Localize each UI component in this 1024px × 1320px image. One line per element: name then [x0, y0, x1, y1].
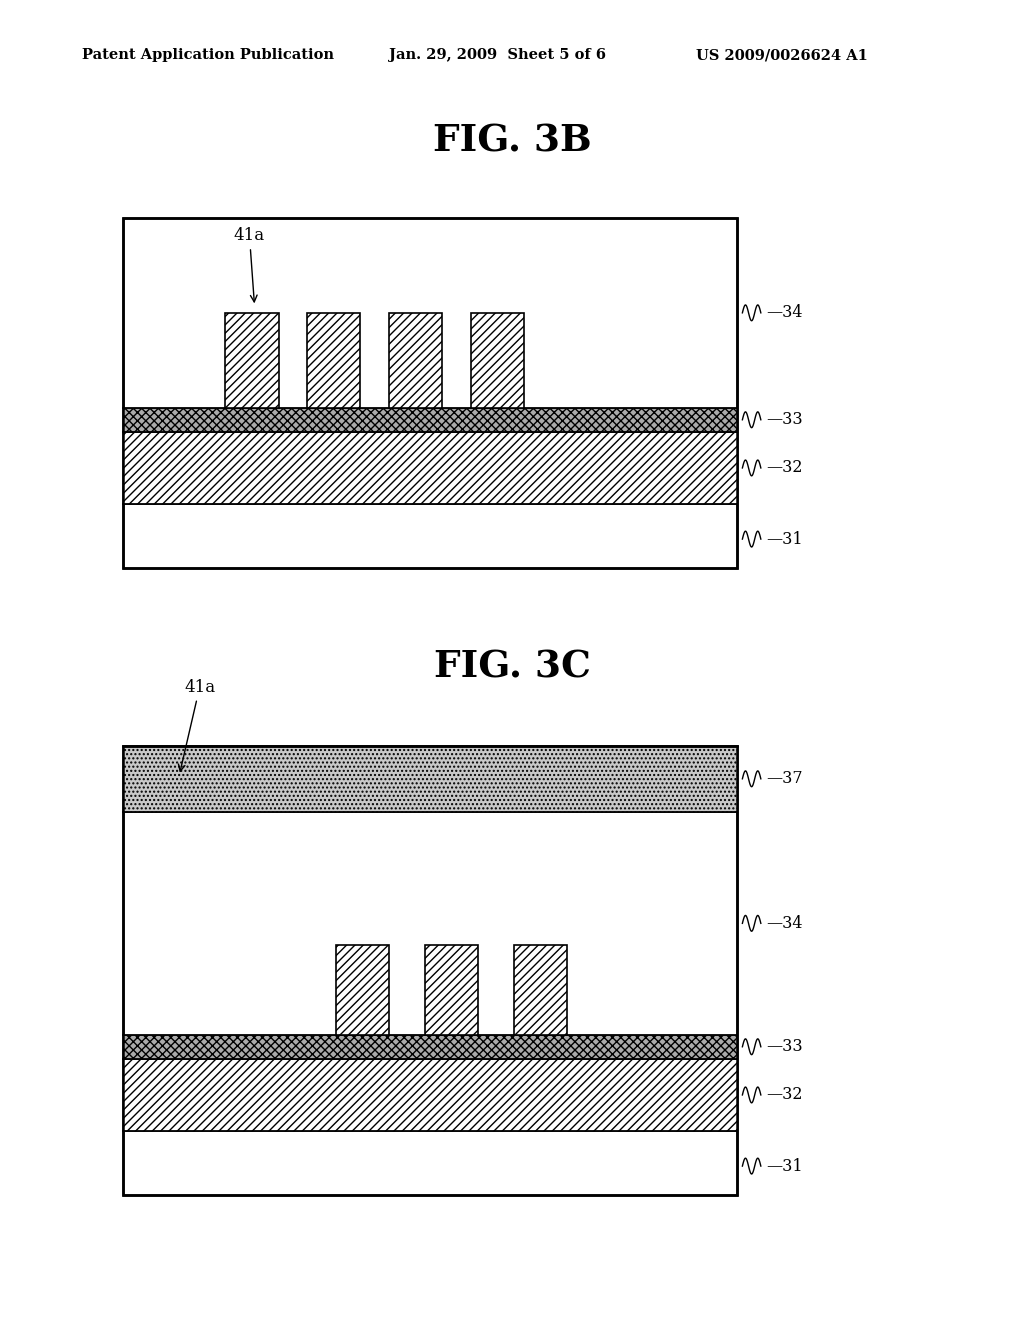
Text: —34: —34: [766, 305, 803, 321]
Bar: [307, 313, 360, 408]
Bar: [123, 408, 737, 432]
Text: FIG. 3B: FIG. 3B: [432, 123, 592, 160]
Bar: [123, 432, 737, 504]
Text: —31: —31: [766, 1158, 803, 1175]
Text: —32: —32: [766, 459, 803, 477]
Bar: [123, 218, 737, 568]
Text: 41a: 41a: [178, 678, 215, 771]
Bar: [425, 945, 478, 1035]
Bar: [123, 218, 737, 568]
Text: Patent Application Publication: Patent Application Publication: [82, 49, 334, 62]
Bar: [225, 313, 279, 408]
Text: —33: —33: [766, 1039, 803, 1055]
Bar: [123, 746, 737, 812]
Bar: [123, 1035, 737, 1059]
Text: FIG. 3C: FIG. 3C: [433, 648, 591, 685]
Text: —33: —33: [766, 412, 803, 428]
Text: —34: —34: [766, 915, 803, 932]
Text: —37: —37: [766, 771, 803, 787]
Text: Jan. 29, 2009  Sheet 5 of 6: Jan. 29, 2009 Sheet 5 of 6: [389, 49, 606, 62]
Bar: [471, 313, 524, 408]
Bar: [389, 313, 442, 408]
Text: US 2009/0026624 A1: US 2009/0026624 A1: [696, 49, 868, 62]
Bar: [336, 945, 389, 1035]
Text: —31: —31: [766, 531, 803, 548]
Bar: [514, 945, 567, 1035]
Text: 41a: 41a: [233, 227, 265, 302]
Text: —32: —32: [766, 1086, 803, 1104]
Bar: [123, 746, 737, 1195]
Bar: [123, 746, 737, 1195]
Bar: [123, 1059, 737, 1131]
